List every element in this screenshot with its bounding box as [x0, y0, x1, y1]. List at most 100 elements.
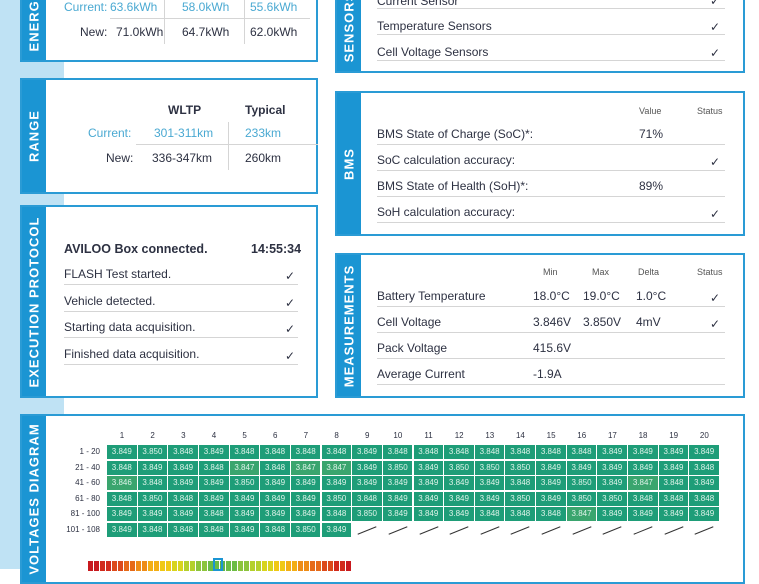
voltage-cell: 3.847	[566, 507, 597, 521]
measurement-delta: 1.0°C	[636, 289, 667, 303]
sensor-current: Current Sensor	[377, 0, 459, 8]
voltage-cell: 3.849	[168, 460, 198, 475]
color-scale-segment	[274, 561, 279, 571]
voltage-cell: 3.848	[198, 522, 229, 537]
bms-row-label: BMS State of Charge (SoC)*:	[377, 127, 534, 141]
column-header: 8	[334, 431, 339, 440]
column-header: 11	[424, 431, 433, 440]
color-scale-segment	[214, 561, 219, 571]
voltage-cell: 3.849	[352, 476, 382, 490]
bms-row-value: 71%	[639, 127, 664, 141]
range-col-wltp: WLTP	[168, 103, 202, 117]
check-icon: ✓	[710, 317, 721, 331]
voltage-cell: 3.848	[413, 445, 444, 459]
energy-panel: ENERGY Current: 63.6kWh 58.0kWh 55.6kWh …	[20, 0, 318, 62]
voltage-cell: 3.849	[168, 507, 198, 521]
voltage-cell: 3.847	[290, 460, 321, 475]
check-icon: ✓	[710, 46, 721, 60]
voltage-cell: 3.849	[382, 491, 413, 506]
voltage-cell: 3.849	[352, 445, 382, 459]
voltage-cell: 3.848	[229, 445, 260, 459]
execution-protocol-panel: EXECUTION PROTOCOL AVILOO Box connected.…	[20, 205, 318, 398]
column-header: 15	[546, 431, 556, 440]
energy-new-label: New:	[80, 25, 108, 39]
color-scale-segment	[88, 561, 93, 571]
voltage-cell: 3.849	[628, 445, 658, 459]
range-new-label: New:	[106, 151, 134, 165]
energy-current-label: Current:	[64, 0, 108, 14]
color-scale-segment	[328, 561, 333, 571]
divider	[64, 337, 298, 338]
energy-current-3: 55.6kWh	[250, 0, 298, 14]
color-scale-segment	[280, 561, 285, 571]
voltage-cell: 3.849	[290, 476, 321, 490]
color-scale-segment	[112, 561, 117, 571]
divider	[64, 363, 298, 365]
voltage-cell: 3.849	[689, 445, 719, 459]
color-scale-segment	[130, 561, 135, 571]
voltage-cell: 3.849	[413, 507, 444, 521]
voltage-cell: 3.850	[474, 460, 505, 475]
voltage-cell: 3.849	[229, 491, 260, 506]
voltage-cell: 3.850	[321, 491, 352, 506]
check-icon: ✓	[285, 348, 296, 363]
color-scale-segment	[316, 561, 321, 571]
divider	[64, 284, 298, 285]
sensor-temperature: Temperature Sensors	[377, 19, 492, 33]
color-scale-segment	[292, 561, 297, 571]
voltage-cell: 3.849	[229, 507, 260, 521]
divider	[377, 144, 725, 145]
column-header: 9	[364, 431, 370, 440]
bms-row-value: 89%	[639, 179, 664, 193]
measurement-min: 18.0°C	[533, 289, 570, 303]
check-icon: ✓	[285, 322, 296, 336]
color-scale-segment	[340, 561, 345, 571]
voltage-cell: 3.850	[137, 491, 168, 506]
voltage-cell: 3.849	[628, 460, 658, 475]
color-scale-segment	[208, 561, 213, 571]
voltage-cell: 3.849	[566, 460, 597, 475]
divider	[377, 384, 725, 385]
column-header: 1	[119, 431, 125, 440]
range-current-label: Current:	[88, 126, 132, 140]
voltage-cell: 3.849	[198, 445, 229, 459]
color-scale-segment	[304, 561, 309, 571]
energy-new-2: 64.7kWh	[182, 25, 230, 39]
voltage-cell: 3.847	[229, 460, 260, 475]
voltage-cell: 3.848	[689, 491, 719, 506]
measurement-min: 3.846V	[533, 315, 572, 329]
sensor-cell-voltage: Cell Voltage Sensors	[377, 45, 489, 59]
color-scale-segment	[106, 561, 111, 571]
measurement-max: 19.0°C	[583, 289, 620, 303]
voltages-diagram-label: VOLTAGES DIAGRAM	[22, 416, 46, 582]
row-label: 81 - 100	[70, 509, 100, 518]
voltage-cell: 3.849	[597, 445, 627, 459]
voltage-cell: 3.849	[597, 507, 627, 521]
voltage-cell: 3.850	[505, 491, 536, 506]
voltage-cell: 3.848	[382, 445, 413, 459]
check-icon: ✓	[285, 269, 296, 283]
measurement-delta: 4mV	[636, 315, 661, 329]
color-scale-segment	[202, 561, 207, 571]
range-col-typical: Typical	[245, 103, 286, 117]
voltage-cell: 3.849	[107, 522, 137, 537]
measurement-min: -1.9A	[533, 367, 562, 381]
measurements-col-delta: Delta	[638, 267, 660, 277]
check-icon: ✓	[285, 295, 296, 310]
voltage-cell: 3.850	[352, 507, 382, 521]
energy-new-1: 71.0kWh	[116, 25, 164, 39]
check-icon: ✓	[710, 0, 721, 8]
voltage-cell: 3.849	[382, 476, 413, 490]
color-scale-segment	[346, 561, 351, 571]
voltage-cell: 3.850	[137, 445, 168, 459]
column-header: 6	[273, 431, 278, 440]
color-scale-segment	[286, 561, 291, 571]
energy-current-1: 63.6kWh	[110, 0, 158, 14]
voltage-cell: 3.848	[505, 507, 536, 521]
color-scale-segment	[262, 561, 267, 571]
voltage-cell: 3.849	[321, 522, 352, 537]
energy-new-3: 62.0kWh	[250, 25, 298, 39]
color-scale-segment	[298, 561, 303, 571]
voltage-cell: 3.849	[352, 460, 382, 475]
execution-step: Finished data acquisition.	[64, 346, 200, 361]
